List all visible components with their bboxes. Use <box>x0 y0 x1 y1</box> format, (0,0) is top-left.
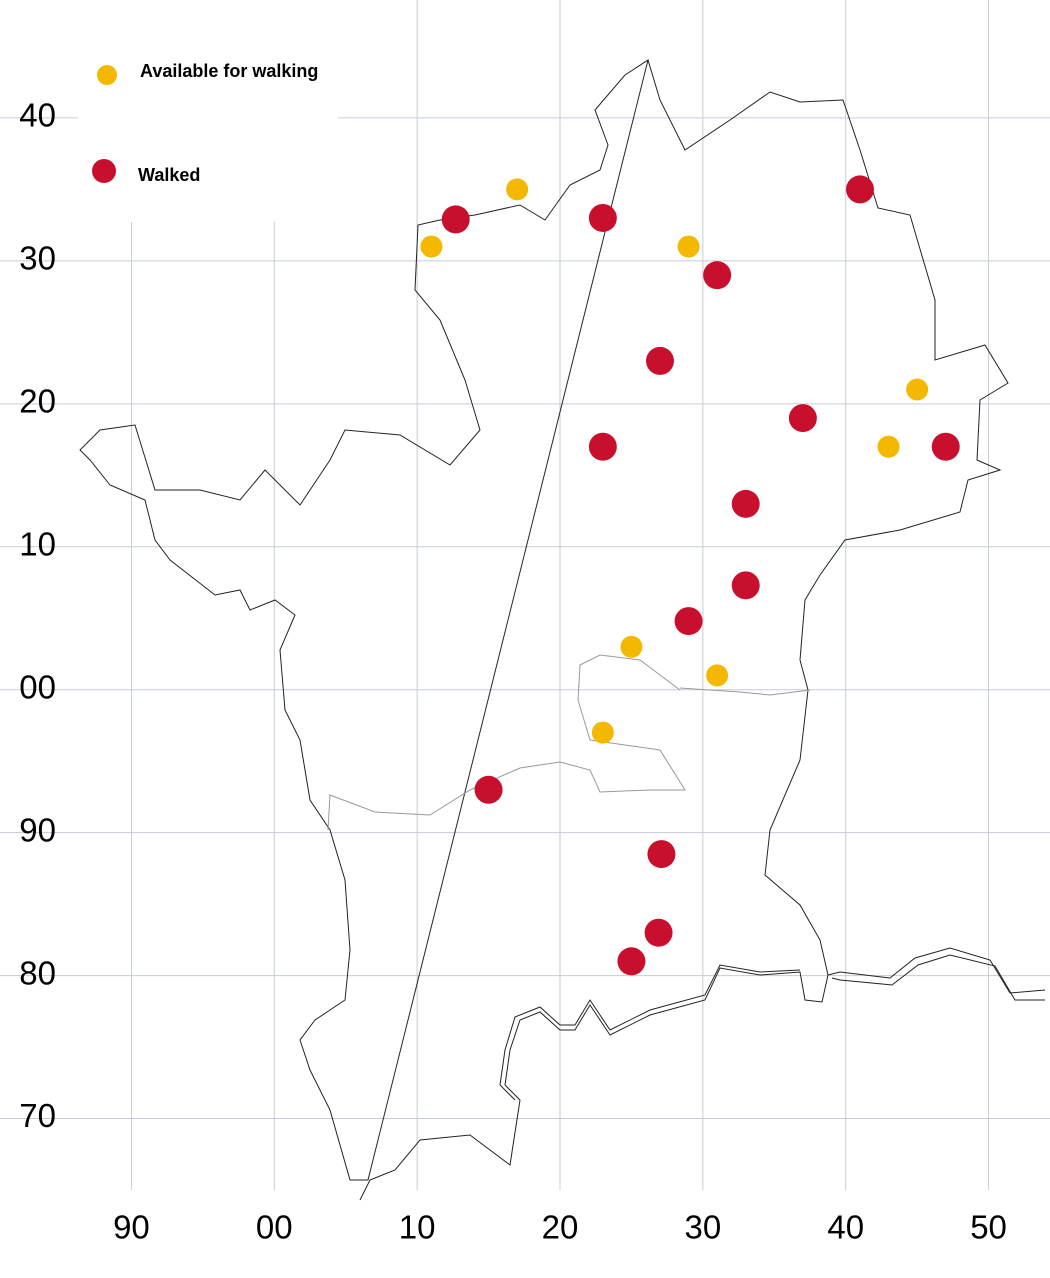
point <box>506 178 529 201</box>
tick-labels: 90 00 10 20 30 40 50 70 80 90 00 10 20 30 40 <box>19 97 1007 1246</box>
point <box>906 378 929 401</box>
point <box>877 435 900 458</box>
point <box>703 261 732 290</box>
x-tick-label: 20 <box>542 1209 579 1246</box>
point <box>591 721 614 744</box>
y-tick-label: 70 <box>19 1097 56 1134</box>
legend-marker <box>97 65 117 85</box>
point <box>588 432 617 461</box>
point <box>846 175 874 204</box>
y-tick-label: 20 <box>19 383 56 420</box>
point <box>647 840 676 869</box>
point <box>620 635 643 658</box>
point <box>588 203 617 232</box>
point <box>617 947 646 976</box>
point <box>731 489 760 518</box>
y-tick-label: 80 <box>19 954 56 991</box>
grid <box>0 0 1050 1190</box>
point <box>677 235 700 258</box>
point <box>474 775 503 804</box>
x-tick-label: 50 <box>970 1209 1007 1246</box>
boundary <box>79 58 1009 1201</box>
point <box>646 346 674 375</box>
y-tick-label: 40 <box>19 97 56 134</box>
legend-label: Walked <box>138 165 200 185</box>
point <box>731 571 760 600</box>
basemap <box>79 58 1046 1201</box>
borough-line <box>679 687 811 696</box>
x-tick-label: 10 <box>399 1209 436 1246</box>
x-tick-label: 00 <box>256 1209 293 1246</box>
point <box>644 918 673 947</box>
points <box>420 175 960 976</box>
legend-label: Available for walking <box>140 61 318 81</box>
borough-line <box>327 654 686 831</box>
y-tick-label: 30 <box>19 240 56 277</box>
legend-box <box>78 0 338 222</box>
y-tick-label: 10 <box>19 525 56 562</box>
point <box>931 432 960 461</box>
point <box>706 664 729 687</box>
point <box>441 205 470 234</box>
y-tick-label: 00 <box>19 668 56 705</box>
legend: Available for walking Walked <box>78 0 338 222</box>
point <box>674 607 703 636</box>
x-tick-label: 30 <box>684 1209 721 1246</box>
river-north-bank <box>499 947 1046 1101</box>
river-south-bank <box>831 954 1045 1001</box>
point <box>420 235 443 258</box>
x-tick-label: 90 <box>113 1209 150 1246</box>
legend-marker <box>92 159 116 183</box>
x-tick-label: 40 <box>827 1209 864 1246</box>
point <box>788 404 817 433</box>
y-tick-label: 90 <box>19 811 56 848</box>
